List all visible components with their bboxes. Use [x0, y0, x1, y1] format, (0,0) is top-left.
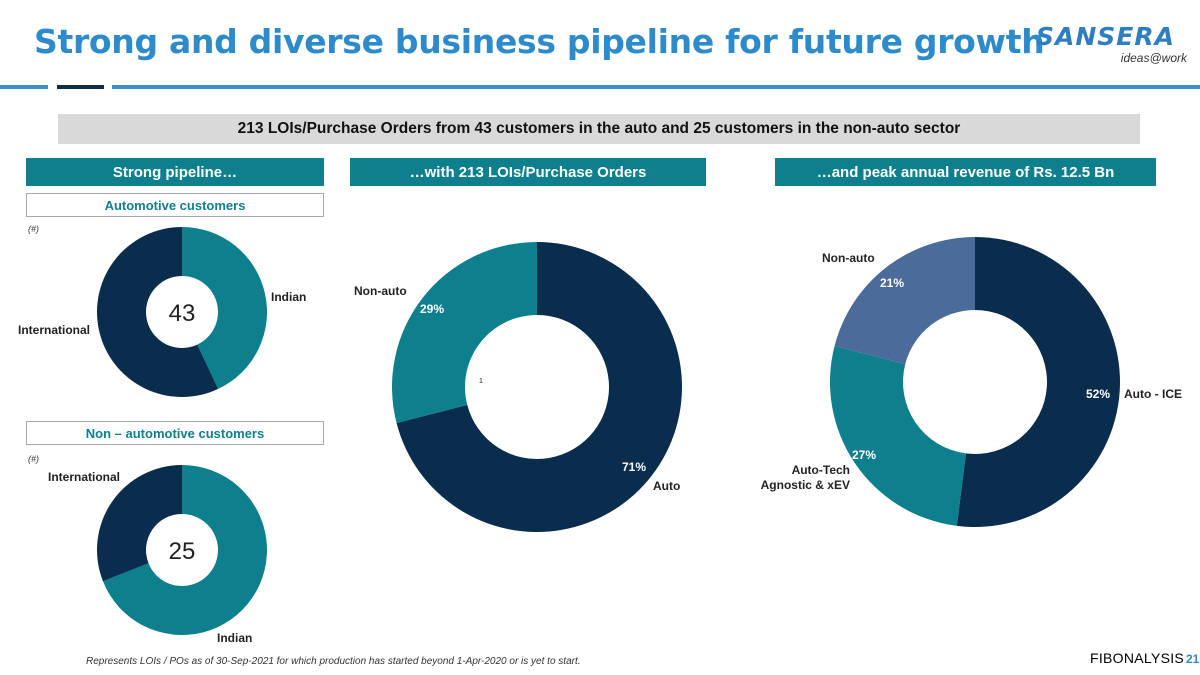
label-auto-ice: Auto - ICE	[1124, 387, 1182, 401]
section-header-pipeline: Strong pipeline…	[26, 158, 324, 186]
value-label-non-auto: 21%	[880, 276, 904, 290]
unit-label-nonauto: (#)	[28, 454, 39, 464]
title-rule-left	[0, 85, 48, 89]
slice-international	[96, 465, 182, 582]
label-international: International	[18, 323, 90, 337]
non-automotive-customers-label: Non – automotive customers	[26, 421, 324, 445]
title-rule-main	[112, 85, 1200, 89]
watermark: FIBONALYSIS	[1090, 650, 1185, 666]
slice-auto	[396, 242, 682, 532]
label-international: International	[48, 470, 120, 484]
label-auto-tech: Auto-Tech Agnostic & xEV	[761, 463, 850, 492]
value-label-auto-tech: 27%	[852, 448, 876, 462]
label-auto: Auto	[653, 479, 680, 493]
slice-non-auto	[834, 237, 975, 365]
lois-donut: Auto 71% Non-auto 29% 1	[354, 242, 682, 532]
value-label-auto: 71%	[622, 460, 646, 474]
page-title: Strong and diverse business pipeline for…	[34, 22, 1045, 61]
slice-indian	[102, 465, 268, 635]
center-label: 1	[479, 378, 483, 385]
slice-non-auto	[392, 242, 537, 424]
center-label: 25	[169, 538, 196, 565]
page-number: 21	[1186, 652, 1200, 666]
slice-auto-tech	[830, 345, 966, 526]
label-indian: Indian	[271, 290, 306, 304]
section-header-lois: …with 213 LOIs/Purchase Orders	[350, 158, 706, 186]
logo-wordmark: SANSERA	[1036, 22, 1175, 51]
non-automotive-customers-donut: Indian International 25	[48, 465, 268, 645]
label-indian: Indian	[217, 631, 252, 645]
automotive-customers-donut: Indian International 43	[18, 227, 306, 397]
automotive-customers-label: Automotive customers	[26, 193, 324, 217]
logo-tagline: ideas@work	[1120, 51, 1187, 65]
unit-label-auto: (#)	[28, 224, 39, 234]
title-rule-accent	[57, 85, 104, 89]
brand-logo: SANSERA ideas@work	[1028, 22, 1193, 66]
value-label-non-auto: 29%	[420, 302, 444, 316]
slice-international	[96, 227, 219, 397]
section-header-revenue: …and peak annual revenue of Rs. 12.5 Bn	[775, 158, 1156, 186]
footnote: Represents LOIs / POs as of 30-Sep-2021 …	[86, 656, 581, 667]
summary-banner: 213 LOIs/Purchase Orders from 43 custome…	[58, 114, 1140, 144]
value-label-auto-ice: 52%	[1086, 387, 1110, 401]
label-non-auto: Non-auto	[822, 251, 875, 265]
slice-indian	[182, 227, 267, 389]
label-non-auto: Non-auto	[354, 284, 407, 298]
slice-auto-ice	[956, 237, 1120, 527]
center-label: 43	[169, 300, 196, 327]
